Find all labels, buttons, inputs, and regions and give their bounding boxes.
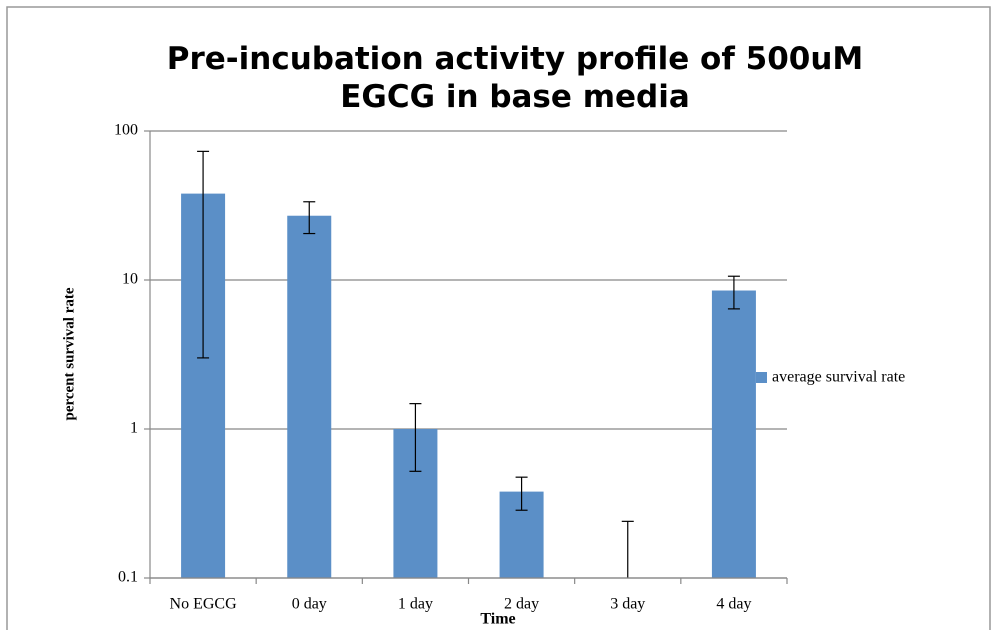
bar [711,290,756,578]
x-tick-label: No EGCG [170,596,238,613]
y-tick-label: 0.1 [118,569,138,586]
x-tick-label: 1 day [398,596,433,613]
y-tick-label: 100 [114,122,138,139]
chart-title: Pre-incubation activity profile of 500uM… [166,41,864,115]
chart-frame [6,6,991,630]
x-tick-label: 3 day [610,596,645,613]
y-tick-label: 1 [130,420,138,437]
y-tick-label: 10 [122,271,138,288]
legend-label: average survival rate [772,369,905,386]
x-tick-label: 4 day [716,596,751,613]
x-tick-label: 2 day [504,596,539,613]
x-tick-label: 0 day [292,596,327,613]
x-axis-label: Time [480,611,515,628]
bar [287,215,332,578]
legend-swatch [756,372,767,383]
y-axis-label: percent survival rate [61,287,77,420]
